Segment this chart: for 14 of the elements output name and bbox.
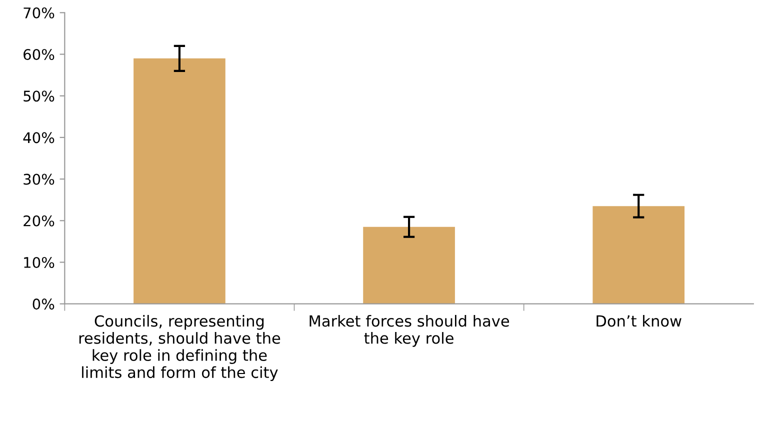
y-tick-label: 10% bbox=[24, 256, 54, 268]
x-tick-label: Market forces should have the key role bbox=[310, 314, 510, 347]
y-tick-label: 20% bbox=[24, 215, 54, 226]
bar bbox=[592, 206, 685, 304]
bar bbox=[134, 58, 226, 304]
x-tick-label: Councils, representing residents, should have the key role in defining the limits and form of the city bbox=[79, 314, 280, 382]
y-tick-label: 60% bbox=[24, 48, 54, 60]
bar bbox=[363, 226, 455, 304]
y-tick-label: 50% bbox=[24, 90, 54, 102]
y-tick-label: 0% bbox=[32, 298, 54, 310]
y-tick-label: 30% bbox=[24, 174, 54, 185]
x-tick-label: Don’t know bbox=[596, 314, 682, 327]
y-tick-label: 70% bbox=[24, 7, 54, 18]
y-tick-label: 40% bbox=[23, 132, 54, 144]
